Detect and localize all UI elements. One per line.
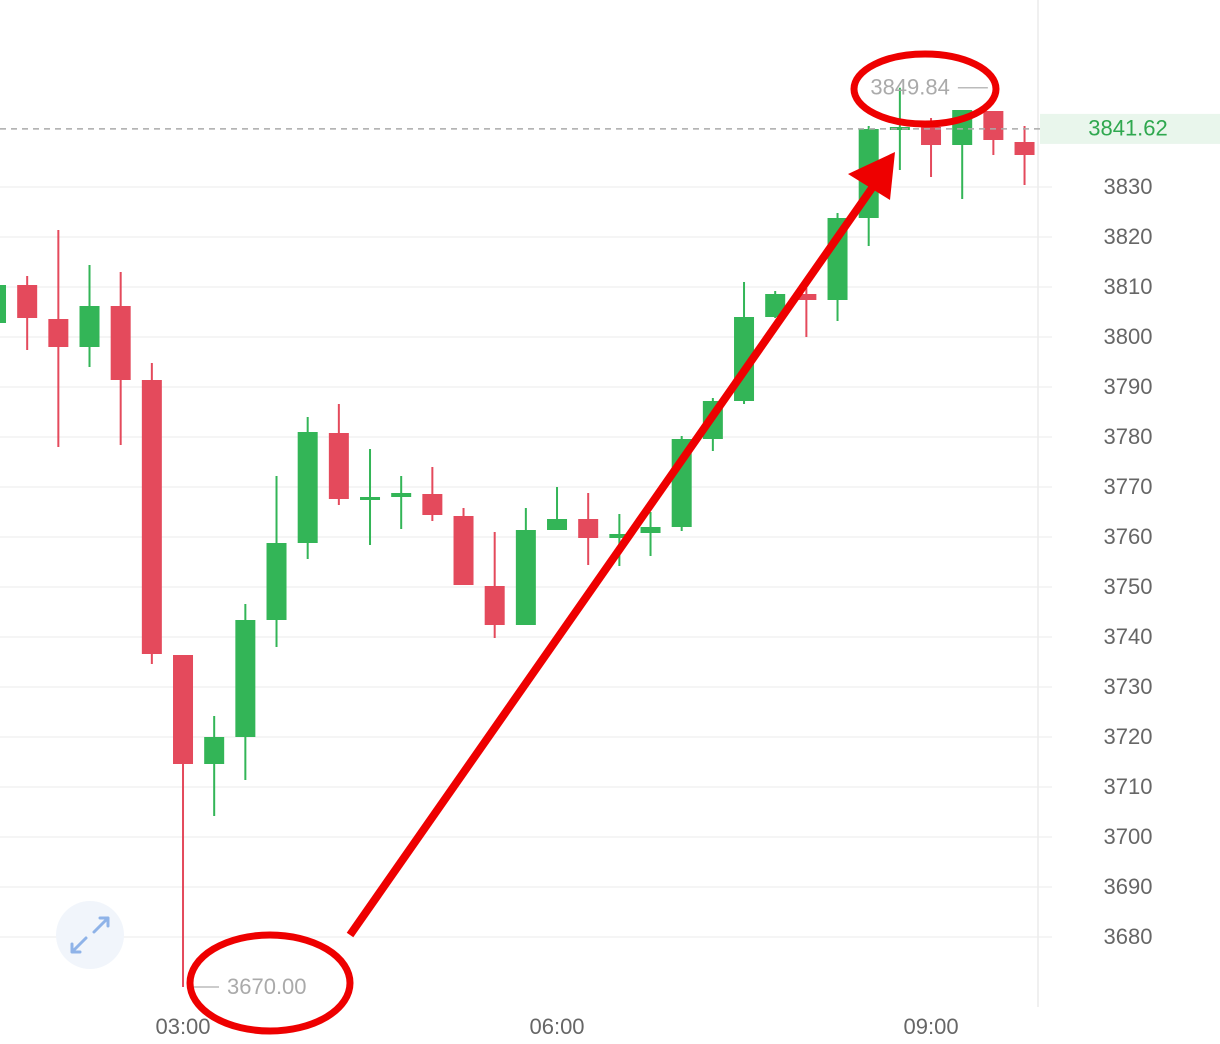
arrow-head xyxy=(848,152,895,200)
y-tick-label: 3790 xyxy=(1104,374,1153,399)
candle-body xyxy=(141,380,162,654)
candle-body xyxy=(328,433,349,499)
candle-body xyxy=(297,432,318,543)
candle-body xyxy=(547,519,568,530)
candle-body xyxy=(889,127,910,130)
candle-body xyxy=(983,111,1004,140)
candle-body xyxy=(921,127,942,145)
candle-body xyxy=(422,494,443,515)
y-tick-label: 3680 xyxy=(1104,924,1153,949)
overlay-annotation xyxy=(186,50,1000,1035)
candle-body xyxy=(515,530,536,625)
candle-body xyxy=(796,294,817,300)
y-tick-label: 3700 xyxy=(1104,824,1153,849)
last-price-label: 3841.62 xyxy=(1088,116,1168,141)
x-tick-label: 06:00 xyxy=(529,1014,584,1039)
y-tick-label: 3710 xyxy=(1104,774,1153,799)
last-price-bg xyxy=(1040,113,1220,144)
expand-icon xyxy=(70,916,110,954)
y-tick-label: 3770 xyxy=(1104,474,1153,499)
candle-body xyxy=(453,516,474,585)
expand-button[interactable] xyxy=(56,901,124,969)
highlight-circle xyxy=(186,931,354,1035)
y-tick-label: 3780 xyxy=(1104,424,1153,449)
low-label: 3670.00 xyxy=(227,974,307,999)
candle-body xyxy=(79,306,100,347)
y-tick-label: 3750 xyxy=(1104,574,1153,599)
candle-body xyxy=(360,497,381,500)
highlight-circle xyxy=(850,50,1000,128)
y-tick-label: 3760 xyxy=(1104,524,1153,549)
candle-body xyxy=(765,294,786,317)
y-tick-label: 3830 xyxy=(1104,174,1153,199)
candle-body xyxy=(235,620,256,737)
y-tick-label: 3740 xyxy=(1104,624,1153,649)
y-tick-label: 3730 xyxy=(1104,674,1153,699)
y-tick-label: 3820 xyxy=(1104,224,1153,249)
candle-body xyxy=(578,519,599,538)
y-tick-label: 3810 xyxy=(1104,274,1153,299)
candle-body xyxy=(640,527,661,533)
candle-body xyxy=(1014,142,1035,155)
arrow-line xyxy=(346,185,876,938)
high-label: 3849.84 xyxy=(870,75,950,100)
candle-body xyxy=(609,534,630,538)
candle-body xyxy=(484,586,505,625)
candle-body xyxy=(0,285,7,323)
candle-body xyxy=(17,285,38,318)
candle-body xyxy=(48,319,69,347)
candle-body xyxy=(204,737,225,764)
y-tick-label: 3690 xyxy=(1104,874,1153,899)
x-tick-label: 09:00 xyxy=(904,1014,959,1039)
candle-body xyxy=(391,493,412,497)
candle-body xyxy=(266,543,287,620)
y-tick-label: 3720 xyxy=(1104,724,1153,749)
x-tick-label: 03:00 xyxy=(155,1014,210,1039)
candle-body xyxy=(110,306,131,380)
labels: 3680 3690 3700 3710 3720 3730 3740 3750 3760 3770… xyxy=(0,75,1220,1039)
expand-bg xyxy=(56,901,124,969)
candle-body xyxy=(173,655,194,764)
y-tick-label: 3800 xyxy=(1104,324,1153,349)
